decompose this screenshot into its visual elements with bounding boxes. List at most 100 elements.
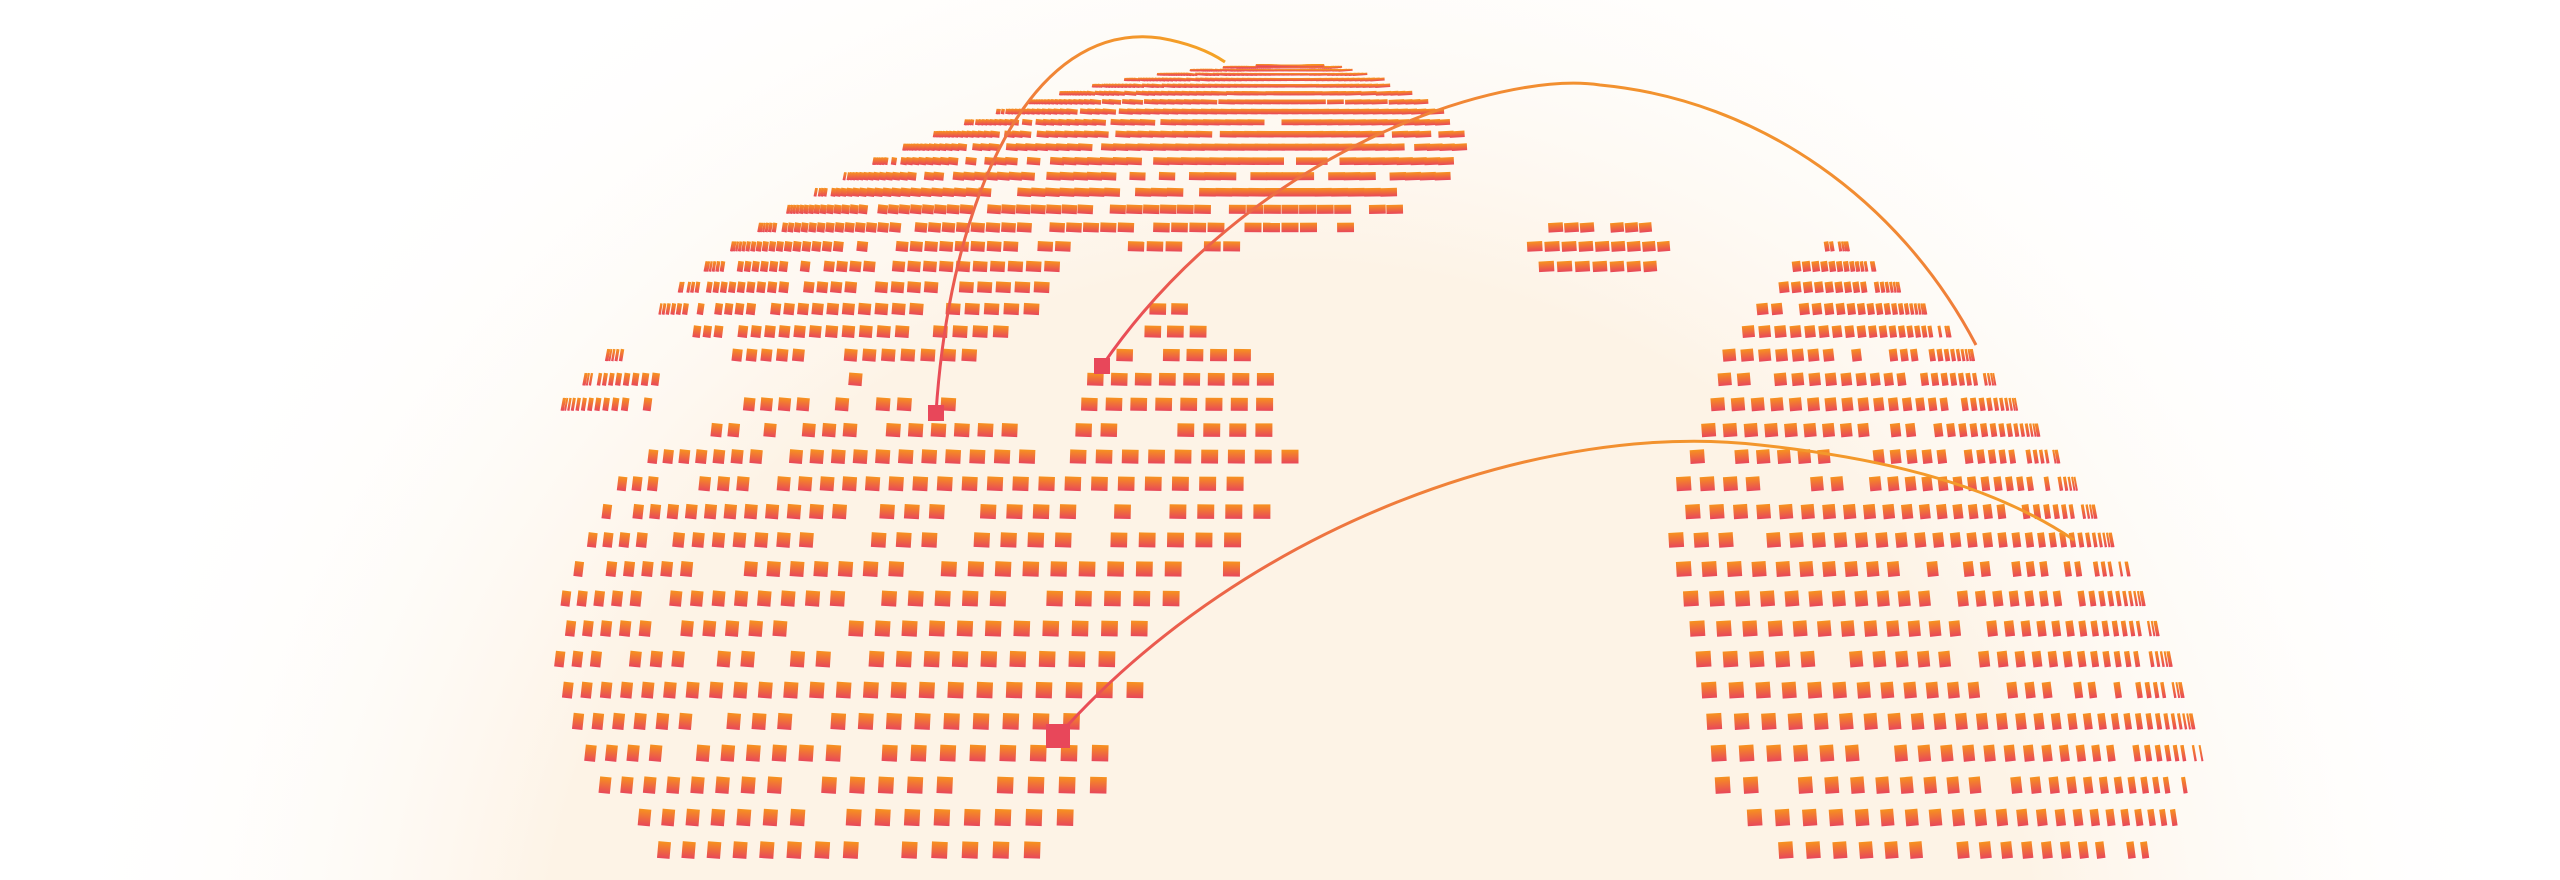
land-dot	[2043, 504, 2052, 520]
land-dot	[735, 241, 740, 252]
land-dot	[906, 281, 922, 294]
land-dot	[1162, 143, 1179, 151]
land-dot	[830, 712, 847, 730]
land-dot	[1915, 397, 1926, 412]
land-dot	[1231, 187, 1249, 197]
land-dot	[1756, 302, 1769, 316]
land-dot	[1426, 143, 1443, 151]
land-dot	[570, 397, 576, 411]
land-dot	[2040, 841, 2053, 859]
land-dot	[958, 281, 974, 294]
land-dot	[1722, 650, 1739, 668]
land-dot	[1205, 397, 1223, 411]
land-dot	[1835, 260, 1844, 273]
land-dot	[1256, 372, 1274, 386]
land-dot	[692, 325, 702, 338]
land-dot	[1203, 241, 1221, 252]
land-dot	[2162, 776, 2171, 794]
land-dot	[647, 449, 659, 465]
land-dot	[1130, 620, 1148, 637]
land-dot	[1856, 325, 1867, 338]
land-dot	[1927, 325, 1934, 338]
land-dot	[1734, 449, 1750, 464]
land-dot	[2118, 561, 2124, 577]
land-dot	[1936, 449, 1948, 464]
land-dot	[1793, 744, 1809, 762]
land-dot	[1823, 241, 1830, 252]
land-dot	[2101, 620, 2110, 637]
land-dot	[822, 187, 828, 197]
land-dot	[953, 422, 970, 438]
land-dot	[1314, 187, 1332, 197]
land-dot	[1025, 260, 1042, 273]
land-dot	[1137, 143, 1154, 151]
land-dot	[1965, 372, 1972, 386]
land-dot	[811, 240, 822, 252]
land-dot	[1824, 397, 1838, 412]
land-dot	[628, 650, 642, 668]
land-dot	[891, 260, 906, 273]
land-dot	[1188, 143, 1205, 151]
land-dot	[1778, 503, 1794, 520]
land-dot	[1023, 841, 1041, 859]
land-dot	[2146, 620, 2152, 637]
land-dot	[830, 187, 837, 197]
land-dot	[589, 650, 603, 668]
land-dot	[1112, 143, 1129, 152]
land-dot	[1764, 422, 1779, 438]
land-dot	[1424, 157, 1441, 166]
land-dot	[2062, 650, 2073, 668]
land-dot	[1791, 348, 1805, 362]
land-dot	[1888, 348, 1899, 362]
land-dot	[611, 348, 616, 362]
land-dot	[620, 681, 634, 699]
land-dot	[1183, 372, 1201, 386]
land-dot	[608, 348, 613, 362]
land-dot	[2077, 590, 2086, 607]
land-dot	[914, 222, 928, 233]
land-dot	[632, 503, 644, 520]
land-dot	[666, 503, 680, 520]
land-dot	[733, 590, 749, 607]
land-dot	[936, 776, 953, 794]
land-dot	[1176, 204, 1194, 215]
land-dot	[660, 560, 674, 578]
land-dot	[1928, 808, 1943, 827]
land-dot	[648, 744, 663, 762]
land-dot	[655, 712, 670, 731]
land-dot	[956, 620, 974, 637]
land-dot	[764, 222, 770, 233]
land-dot	[611, 397, 620, 412]
land-dot	[1227, 449, 1245, 464]
land-dot	[1868, 476, 1882, 492]
land-dot	[600, 620, 613, 637]
land-dot	[1944, 325, 1949, 338]
land-dot	[1778, 841, 1794, 859]
land-dot	[2015, 712, 2027, 731]
land-dot	[1784, 590, 1800, 607]
land-dot	[604, 744, 618, 762]
land-dot	[1232, 372, 1250, 386]
land-dot	[1875, 776, 1890, 794]
land-dot	[1878, 325, 1888, 338]
land-dot	[2133, 650, 2141, 668]
land-dot	[1940, 744, 1954, 762]
land-dot	[759, 260, 769, 273]
land-dot	[1203, 423, 1221, 437]
land-dot	[924, 156, 935, 166]
land-dot	[1876, 590, 1890, 607]
land-dot	[1078, 561, 1096, 577]
land-dot	[1223, 241, 1241, 252]
land-dot	[1821, 422, 1836, 438]
land-dot	[874, 302, 889, 316]
land-dot	[1299, 204, 1317, 214]
land-dot	[1207, 372, 1225, 386]
land-dot	[1955, 348, 1962, 362]
land-dot	[1230, 397, 1248, 411]
land-dot	[895, 240, 909, 252]
land-dot	[1082, 222, 1100, 233]
land-dot	[641, 681, 655, 699]
land-dot	[756, 281, 767, 294]
land-dot	[909, 240, 924, 252]
land-dot	[1925, 681, 1939, 699]
